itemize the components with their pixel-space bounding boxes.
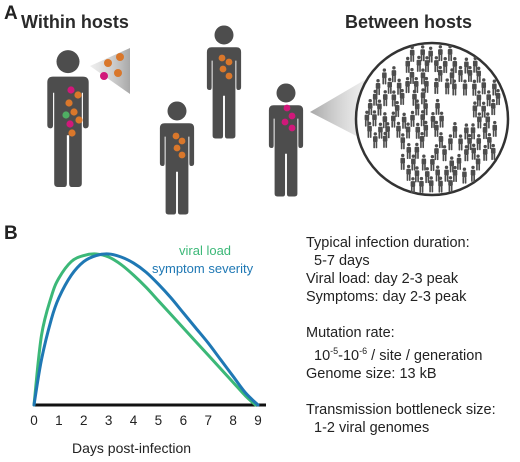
x-tick-label: 2 <box>80 413 88 428</box>
x-tick-label: 9 <box>254 413 262 428</box>
legend-viral-load: viral load <box>179 243 232 258</box>
person-host-large <box>47 50 89 188</box>
panel-a-label: A <box>4 3 18 24</box>
x-tick-label: 6 <box>180 413 188 428</box>
virus-dots-host-top <box>218 54 233 80</box>
x-tick-label: 0 <box>30 413 38 428</box>
duration-value: 5-7 days <box>314 253 370 269</box>
series-lines <box>32 252 260 407</box>
bottleneck-title: Transmission bottleneck size: <box>306 401 496 418</box>
legend-symptom-severity: symptom severity <box>152 261 254 276</box>
x-tick-label: 3 <box>105 413 113 428</box>
person-host-right <box>268 83 304 197</box>
x-tick-label: 5 <box>155 413 163 428</box>
panel-b-label: B <box>4 223 18 244</box>
between-hosts-heading: Between hosts <box>345 12 473 32</box>
mutation-rate-value: 10-5-10-6 / site / generation <box>314 346 483 364</box>
epidemic-curve-chart: 0 1 2 3 4 5 6 7 8 9 <box>30 252 266 428</box>
x-tick-label: 8 <box>229 413 237 428</box>
x-axis-label: Days post-infection <box>72 440 192 456</box>
mutation-title: Mutation rate: <box>306 325 395 341</box>
genome-size: Genome size: 13 kB <box>306 365 437 382</box>
x-axis-ticks: 0 1 2 3 4 5 6 7 8 9 <box>30 413 262 428</box>
magnification-cone-left <box>90 48 130 94</box>
symptom-severity-curve <box>32 252 260 407</box>
info-panel: Typical infection duration: 5-7 days Vir… <box>306 234 496 437</box>
x-tick-label: 7 <box>204 413 212 428</box>
person-host-small <box>159 101 195 215</box>
virus-dots-host-right <box>281 104 296 132</box>
magnification-cone-right <box>310 78 368 142</box>
virus-particles-zoom <box>100 53 124 80</box>
symptoms-peak: Symptoms: day 2-3 peak <box>306 289 467 305</box>
bottleneck-value: 1-2 viral genomes <box>314 419 430 436</box>
person-host-top <box>206 25 242 139</box>
virus-dots-host-small <box>172 132 186 159</box>
viral-load-peak: Viral load: day 2-3 peak <box>306 271 459 287</box>
within-hosts-heading: Within hosts <box>21 12 129 32</box>
x-tick-label: 1 <box>55 413 63 428</box>
duration-title: Typical infection duration: <box>306 235 470 251</box>
viral-load-curve <box>32 252 258 407</box>
x-tick-label: 4 <box>130 413 138 428</box>
virus-dots-host-large <box>62 86 83 137</box>
